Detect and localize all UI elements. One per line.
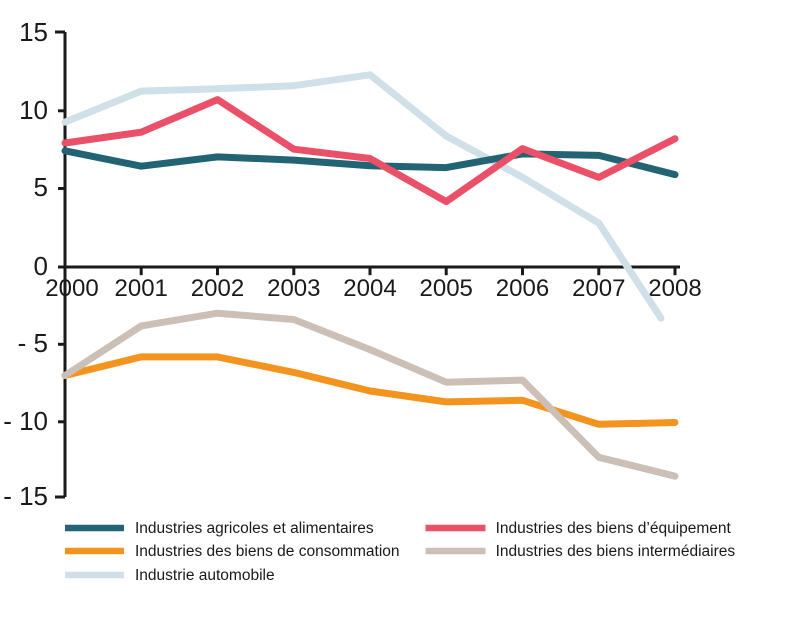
- svg-text:Industrie automobile: Industrie automobile: [135, 567, 275, 584]
- svg-text:15: 15: [19, 17, 48, 47]
- svg-text:- 5: - 5: [18, 328, 48, 358]
- svg-text:2007: 2007: [572, 275, 625, 302]
- svg-text:- 10: - 10: [3, 406, 48, 436]
- svg-text:2003: 2003: [267, 275, 320, 302]
- svg-text:Industries des biens de consom: Industries des biens de consommation: [135, 543, 400, 560]
- svg-text:2006: 2006: [496, 275, 549, 302]
- svg-text:10: 10: [19, 95, 48, 125]
- svg-text:2004: 2004: [343, 275, 396, 302]
- svg-text:Industries des biens d’équipem: Industries des biens d’équipement: [496, 520, 732, 537]
- svg-text:5: 5: [34, 172, 48, 202]
- svg-text:2001: 2001: [115, 275, 168, 302]
- svg-text:2000: 2000: [45, 275, 98, 302]
- svg-text:2008: 2008: [648, 275, 701, 302]
- svg-text:- 15: - 15: [3, 481, 48, 511]
- svg-text:2005: 2005: [420, 275, 473, 302]
- svg-text:Industries agricoles et alimen: Industries agricoles et alimentaires: [135, 520, 374, 537]
- svg-text:2002: 2002: [191, 275, 244, 302]
- svg-text:Industries des biens intermédi: Industries des biens intermédiaires: [496, 543, 736, 560]
